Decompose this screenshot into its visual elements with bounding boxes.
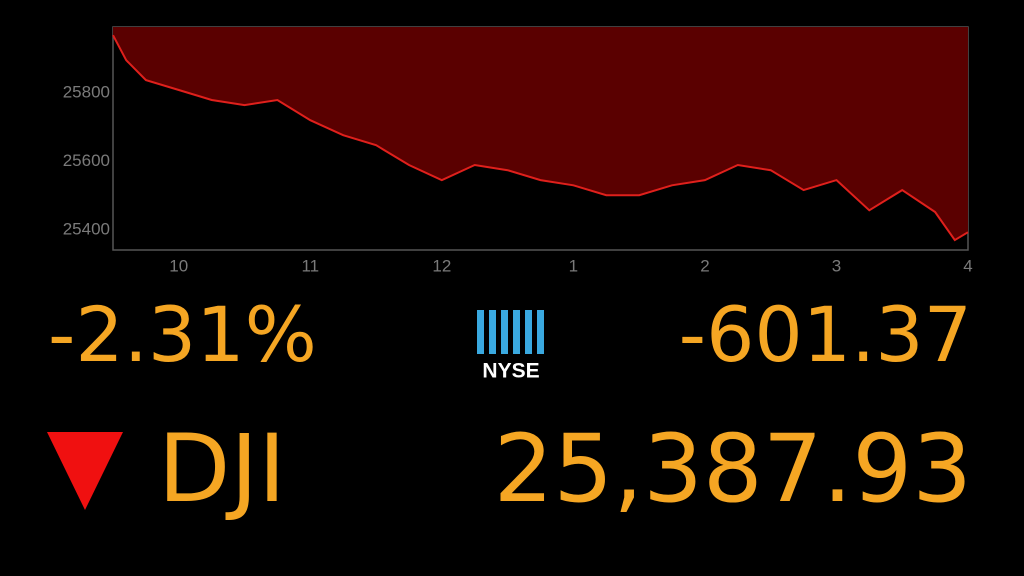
x-tick-label: 11	[301, 256, 319, 275]
x-tick-label: 4	[963, 256, 972, 275]
y-tick-label: 25400	[63, 220, 110, 239]
point-change: -601.37	[679, 290, 972, 379]
y-tick-label: 25800	[63, 83, 110, 102]
x-tick-label: 12	[432, 256, 451, 275]
exchange-name: NYSE	[482, 360, 539, 383]
x-tick-label: 1	[569, 256, 578, 275]
symbol: DJI	[158, 415, 286, 524]
x-tick-label: 2	[700, 256, 709, 275]
percent-change: -2.31%	[48, 290, 317, 379]
price: 25,387.93	[494, 415, 972, 524]
down-arrow	[47, 432, 123, 510]
x-tick-label: 10	[169, 256, 188, 275]
area	[113, 27, 968, 241]
x-tick-label: 3	[832, 256, 841, 275]
y-tick-label: 25600	[63, 151, 110, 170]
line	[112, 34, 969, 242]
nyse-logo: NYSE	[477, 310, 544, 383]
